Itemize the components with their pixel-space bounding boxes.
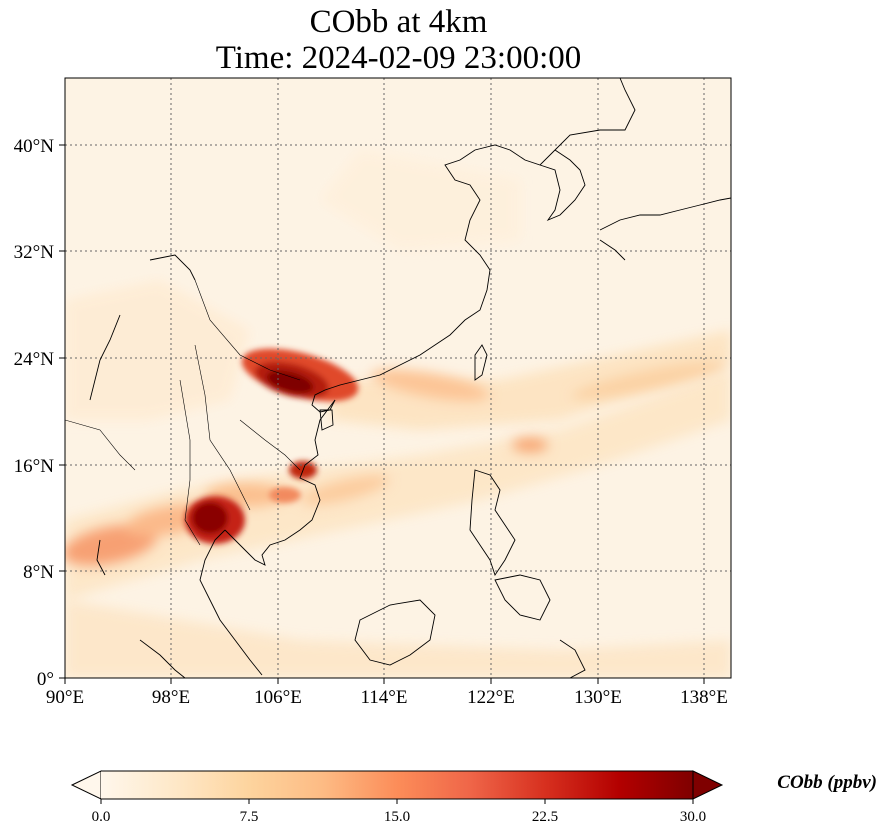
lon-tick-label: 98°E [152,687,190,708]
coastlines [89,78,731,678]
country-borders [65,279,301,546]
lon-tick-label: 106°E [254,687,302,708]
map-title-line1: CObb at 4km [309,4,488,40]
colorbar: 0.0 7.5 15.0 22.5 30.0 CObb (ppbv) [70,770,877,825]
colorbar-tick-label: 7.5 [240,809,259,825]
concentration-field [65,150,731,678]
colorbar-tick-label: 22.5 [532,809,558,825]
colorbar-label: CObb (ppbv) [777,772,877,793]
gridlines [65,78,731,678]
lon-tick-label: 90°E [46,687,84,708]
lat-tick-label: 24°N [14,349,55,370]
lat-tick-labels: 0° 8°N 16°N 24°N 32°N 40°N [14,136,55,690]
lon-tick-label: 114°E [361,687,408,708]
map-title-line2: Time: 2024-02-09 23:00:00 [215,40,582,76]
lon-tick-label: 122°E [467,687,515,708]
colorbar-extend-min [70,770,102,800]
lat-tick-label: 40°N [14,136,55,157]
lon-tick-label: 130°E [574,687,622,708]
lat-tick-label: 0° [37,669,54,690]
lon-tick-labels: 90°E 98°E 106°E 114°E 122°E 130°E 138°E [46,687,728,708]
colorbar-tick-label: 0.0 [92,809,111,825]
colorbar-tick-label: 30.0 [680,809,706,825]
axis-ticks [59,144,705,684]
colorbar-gradient [101,771,693,799]
lon-tick-label: 138°E [680,687,728,708]
lat-tick-label: 8°N [23,562,54,583]
colorbar-extend-max [692,770,724,800]
map-frame [64,77,732,679]
colorbar-tick-label: 15.0 [384,809,410,825]
lat-tick-label: 16°N [14,456,55,477]
lat-tick-label: 32°N [14,242,55,263]
